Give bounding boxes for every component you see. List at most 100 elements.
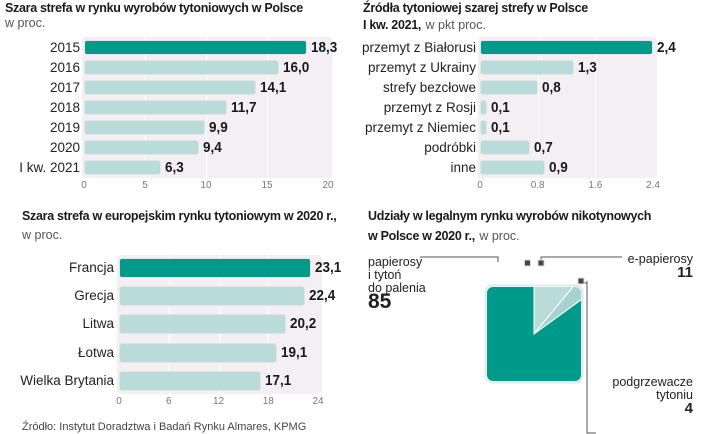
bar (84, 100, 227, 115)
bar (480, 160, 545, 175)
data-label: 0,8 (541, 78, 561, 96)
label-line: papierosy (368, 255, 423, 269)
category-label: 2015 (49, 39, 80, 55)
chart2-subtitle: w pkt proc. (425, 18, 486, 32)
label-line: e-papierosy (627, 252, 693, 266)
x-tick-label: 0 (116, 396, 122, 407)
data-label: 0,1 (491, 118, 510, 136)
marker-e-papierosy (537, 259, 545, 267)
category-label: podróbki (424, 139, 476, 155)
data-label: 0,9 (548, 158, 568, 176)
data-label: 20,2 (290, 315, 317, 333)
x-tick-label: 18 (262, 396, 274, 407)
bar (119, 258, 311, 278)
data-label: 0,1 (491, 98, 510, 116)
pie-label-papierosy: papierosy i tytoń do palenia 85 (368, 255, 426, 313)
label-line: podgrzewacze (612, 375, 693, 389)
bar (84, 80, 257, 95)
bar (119, 314, 287, 335)
x-tick-label: 20 (322, 180, 334, 191)
category-label: Łotwa (77, 344, 114, 360)
chart3-subtitle: w proc. (22, 228, 63, 242)
pie-slice (487, 287, 581, 381)
x-tick-label: 10 (200, 180, 212, 191)
x-tick-label: 0.8 (530, 180, 545, 191)
gridline (595, 37, 597, 178)
leader-line-podgrzewacze (586, 281, 596, 434)
pie-label-e-papierosy: e-papierosy 11 (627, 252, 693, 281)
value-label: 11 (677, 264, 693, 281)
chart2-title: Źródła tytoniowej szarej strefy w Polsce (363, 1, 588, 15)
bar (480, 120, 488, 135)
data-label: 23,1 (314, 259, 341, 276)
category-label: I kw. 2021 (19, 159, 80, 175)
pie-slice (533, 287, 581, 336)
label-line: i tytoń (368, 268, 402, 282)
bar (480, 100, 488, 115)
marker-papierosy (524, 259, 531, 267)
category-label: 2018 (49, 99, 80, 115)
chart1-title: Szara strefa w rynku wyrobów tytoniowych… (5, 1, 303, 15)
bar (119, 370, 261, 391)
gridline (267, 37, 268, 178)
bar (84, 120, 205, 135)
x-tick-label: 15 (261, 180, 273, 191)
value-label: 4 (684, 400, 693, 417)
label-line: tytoniu (656, 388, 693, 402)
bar (119, 342, 278, 363)
data-label: 22,4 (308, 287, 336, 305)
x-tick-label: 1.6 (588, 180, 603, 191)
bar (84, 60, 280, 75)
x-tick-label: 6 (165, 396, 172, 407)
x-tick-label: 5 (142, 180, 148, 191)
bar (84, 140, 199, 155)
data-label: 18,3 (311, 38, 338, 56)
data-label: 2,4 (657, 38, 676, 56)
category-label: inne (450, 159, 476, 175)
chart4-subtitle: w proc. (479, 229, 520, 243)
x-tick-label: 0 (81, 180, 87, 191)
category-label: strefy bezcłowe (382, 79, 476, 95)
pie-chart (420, 256, 622, 434)
leader-lines (420, 256, 622, 260)
chart1-subtitle: w proc. (5, 16, 46, 30)
label-line: do palenia (368, 281, 426, 295)
category-label: 2017 (49, 79, 80, 95)
bar (480, 40, 653, 55)
bar (480, 80, 538, 95)
chart2-title-line2: I kw. 2021, (363, 18, 422, 32)
source-note: Źródło: Instytut Doradztwa i Badań Rynku… (22, 421, 307, 433)
bar (480, 60, 574, 75)
category-label: Litwa (82, 316, 114, 332)
category-label: przemyt z Niemiec (364, 119, 476, 135)
x-tick-label: 24 (312, 396, 324, 407)
category-label: 2019 (49, 119, 80, 135)
category-label: 2020 (49, 139, 80, 155)
bar (480, 140, 531, 155)
x-tick-label: 12 (212, 396, 225, 407)
x-tick-label: 0 (477, 180, 483, 191)
data-label: 14,1 (260, 78, 287, 96)
category-label: Grecja (74, 288, 114, 304)
chart3-title: Szara strefa w europejskim rynku tytonio… (22, 209, 337, 223)
pie-slice (533, 287, 581, 335)
category-label: 2016 (49, 59, 80, 75)
data-label: 6,3 (164, 158, 184, 176)
data-label: 1,3 (577, 58, 597, 76)
data-label: 16,0 (283, 58, 310, 76)
bar (84, 160, 161, 175)
chart4-title-line2: w Polsce w 2020 r., (368, 229, 475, 243)
x-tick-label: 2.4 (646, 180, 660, 191)
data-label: 17,1 (264, 371, 292, 389)
category-label: przemyt z Białorusi (361, 39, 476, 55)
data-label: 11,7 (230, 98, 257, 116)
value-label: 85 (368, 290, 392, 313)
marker-podgrzewacze (577, 277, 585, 285)
bar (119, 286, 305, 307)
data-label: 19,1 (281, 343, 308, 361)
chart4-title: Udziały w legalnym rynku wyrobów nikotyn… (368, 209, 652, 223)
data-label: 9,4 (202, 138, 222, 156)
category-label: przemyt z Rosji (383, 99, 476, 115)
category-label: przemyt z Ukrainy (367, 59, 476, 75)
data-label: 0,7 (534, 138, 554, 156)
